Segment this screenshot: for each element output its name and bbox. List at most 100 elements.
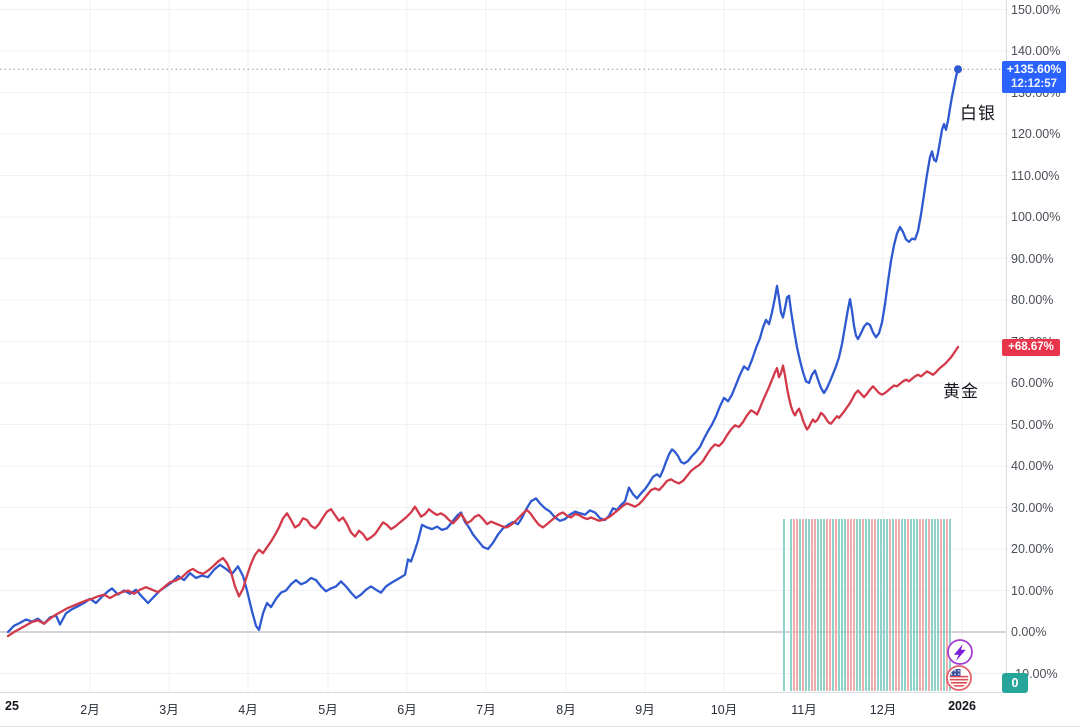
y-axis-tick-label: 0.00% [1011,625,1047,639]
stripe-bar [907,519,909,691]
stripe-bar [880,519,882,691]
x-axis-tick-label: 11月 [791,703,817,717]
flag-star-dot [954,673,956,675]
flag-stripe [949,685,969,687]
stripe-bar [865,519,867,691]
flag-star-dot [950,673,953,675]
flag-stripe [949,682,969,684]
y-axis-tick-label: 20.00% [1011,542,1054,556]
stripe-bar [826,519,828,691]
stripe-bar [934,519,936,691]
stripe-bar [853,519,855,691]
x-axis-tick-label: 25 [5,699,19,713]
stripe-bar [799,519,801,691]
x-axis-tick-label: 4月 [238,703,258,717]
stripe-bar [916,519,918,691]
stripe-bar [823,519,825,691]
plot-area[interactable]: 白银 黄金 [0,0,1007,693]
y-axis-tick-label: 10.00% [1011,583,1054,598]
flag-star-dot [957,670,960,672]
stripe-bar [895,519,897,691]
stripe-bar [943,519,945,691]
x-axis-tick-label: 12月 [869,703,897,717]
stripe-bar [886,519,888,691]
stripe-bar [790,519,792,691]
stripe-bar [892,519,894,691]
x-axis-tick-label: 2月 [80,703,100,717]
stripe-bar [877,519,879,691]
stripe-bar [901,519,903,691]
stripe-bar [820,519,822,691]
stripe-bar [874,519,876,691]
stripe-bar [796,519,798,691]
series-label-gold: 黄金 [943,382,979,401]
stripe-bar [802,519,804,691]
stripe-bar [871,519,873,691]
y-axis-tick-label: 140.00% [1011,44,1061,58]
stripe-bar [832,519,834,691]
y-axis-tick-label: 30.00% [1011,500,1054,515]
stripe-bar [937,519,939,691]
flag-stripe [949,675,969,678]
stripe-bar [931,519,933,691]
y-axis-tick-label: 150.00% [1011,2,1061,17]
y-axis-tick-label: 100.00% [1011,210,1061,224]
stripe-bar [838,519,840,691]
stripe-bar [913,519,915,691]
silver-change-value: +135.60% [1006,62,1062,77]
stripe-region [783,519,951,691]
time-scale[interactable]: 25 2月 3月 4月 5月 6月 7月 8月 9月 10月 11月 12月 2026 [0,693,1006,726]
x-axis-tick-label: 6月 [397,703,417,717]
stripe-bar [805,519,807,691]
stripe-bar [928,519,930,691]
lightning-bolt-glyph [954,644,966,661]
silver-price-badge: +135.60% 12:12:57 [1002,61,1066,94]
gold-series-line [6,345,960,638]
y-axis-tick-label: 80.00% [1011,293,1054,307]
stripe-bar [844,519,846,691]
stripe-bar [946,519,948,691]
stripe-bar [835,519,837,691]
x-axis-tick-label: 2026 [948,699,976,713]
y-axis-tick-label: 110.00% [1011,168,1060,183]
stripe-bar [783,519,785,691]
stripe-bar [850,519,852,691]
flag-star-dot [957,673,960,675]
stripe-bar [859,519,861,691]
flag-stripe [949,678,969,681]
stripe-bar [841,519,843,691]
stripe-bar [862,519,864,691]
y-axis-tick-label: 40.00% [1011,459,1054,473]
stripe-bar [940,519,942,691]
stripe-bar [883,519,885,691]
stripe-bar [925,519,927,691]
x-axis-tick-label: 9月 [635,703,655,717]
x-axis-tick-label: 8月 [556,703,576,717]
stripe-bar [856,519,858,691]
y-axis-tick-label: 120.00% [1011,127,1061,141]
stripe-bar [811,519,813,691]
stripe-bar [808,519,810,691]
stripe-bar [904,519,906,691]
stripe-bar [922,519,924,691]
stripe-bar [949,519,951,691]
silver-countdown: 12:12:57 [1010,78,1058,91]
stripe-bar [889,519,891,691]
last-price-marker [954,65,962,74]
stripe-bar [847,519,849,691]
x-axis-tick-label: 5月 [318,703,338,717]
stripe-bar [868,519,870,691]
x-axis-tick-label: 3月 [159,703,179,717]
series-label-silver: 白银 [960,104,996,123]
flag-star-dot [954,670,956,672]
y-axis-tick-label: 50.00% [1011,417,1054,432]
comparison-chart[interactable] [0,0,1006,692]
stripe-bar [910,519,912,691]
gold-price-badge: +68.67% [1002,338,1060,356]
flag-canton [949,669,961,676]
price-scale[interactable]: -10.00% 0.00% 10.00% 20.00% 30.00% 40.00% 50.0… [1002,0,1080,693]
stripe-bar [814,519,816,691]
x-axis-tick-label: 7月 [476,703,496,717]
stripe-bar [817,519,819,691]
